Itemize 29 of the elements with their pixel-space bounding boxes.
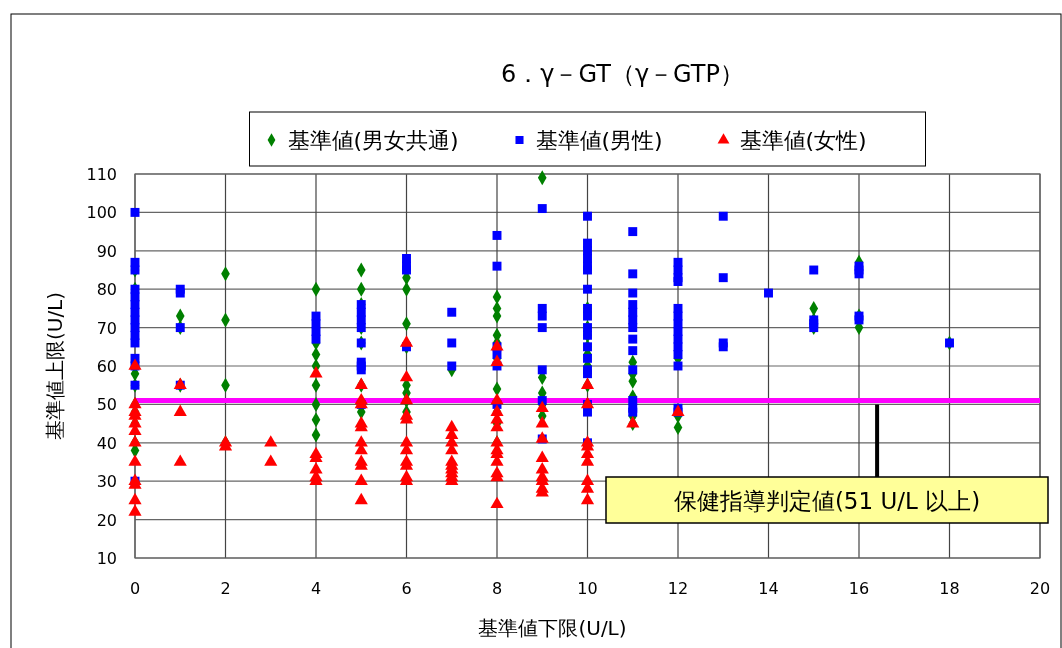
x-tick-label: 14 xyxy=(758,579,779,598)
x-tick-label: 2 xyxy=(220,579,231,598)
y-tick-label: 50 xyxy=(96,395,117,415)
legend-label: 基準値(男女共通) xyxy=(287,128,459,153)
x-tick-label: 8 xyxy=(491,579,503,598)
y-tick-label: 110 xyxy=(86,165,117,184)
y-tick-label: 60 xyxy=(96,357,117,376)
x-tick-label: 4 xyxy=(310,579,322,598)
y-tick-label: 80 xyxy=(96,280,117,300)
x-tick-label: 0 xyxy=(129,579,141,598)
x-tick-label: 6 xyxy=(401,579,412,598)
y-tick-label: 70 xyxy=(96,318,117,338)
x-tick-label: 12 xyxy=(667,579,689,598)
legend-label: 基準値(男性) xyxy=(535,128,663,153)
y-tick-label: 90 xyxy=(96,241,117,261)
y-axis-title: 基準値上限(U/L) xyxy=(43,291,67,441)
x-tick-label: 18 xyxy=(939,579,960,598)
y-tick-label: 40 xyxy=(96,433,117,453)
x-axis-title: 基準値下限(U/L) xyxy=(478,616,627,640)
x-tick-label: 10 xyxy=(577,579,598,598)
ref-line-label: 保健指導判定値(51 U/L 以上) xyxy=(673,488,981,514)
x-tick-label: 20 xyxy=(1029,579,1051,598)
chart-title: 6．γ－GT（γ－GTP） xyxy=(501,60,744,88)
y-tick-label: 30 xyxy=(96,472,117,492)
legend-label: 基準値(女性) xyxy=(739,128,867,153)
y-tick-label: 20 xyxy=(96,510,117,530)
x-tick-label: 16 xyxy=(848,579,870,598)
y-tick-label: 100 xyxy=(86,203,117,223)
y-tick-label: 10 xyxy=(96,549,117,568)
